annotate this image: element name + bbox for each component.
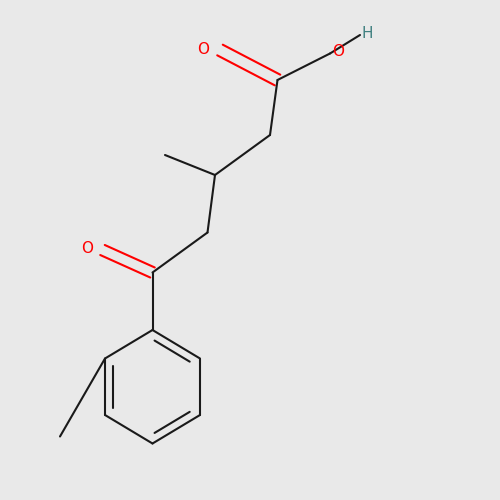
Text: H: H xyxy=(362,26,373,41)
Text: O: O xyxy=(332,44,344,59)
Text: O: O xyxy=(197,42,209,56)
Text: O: O xyxy=(82,241,94,256)
